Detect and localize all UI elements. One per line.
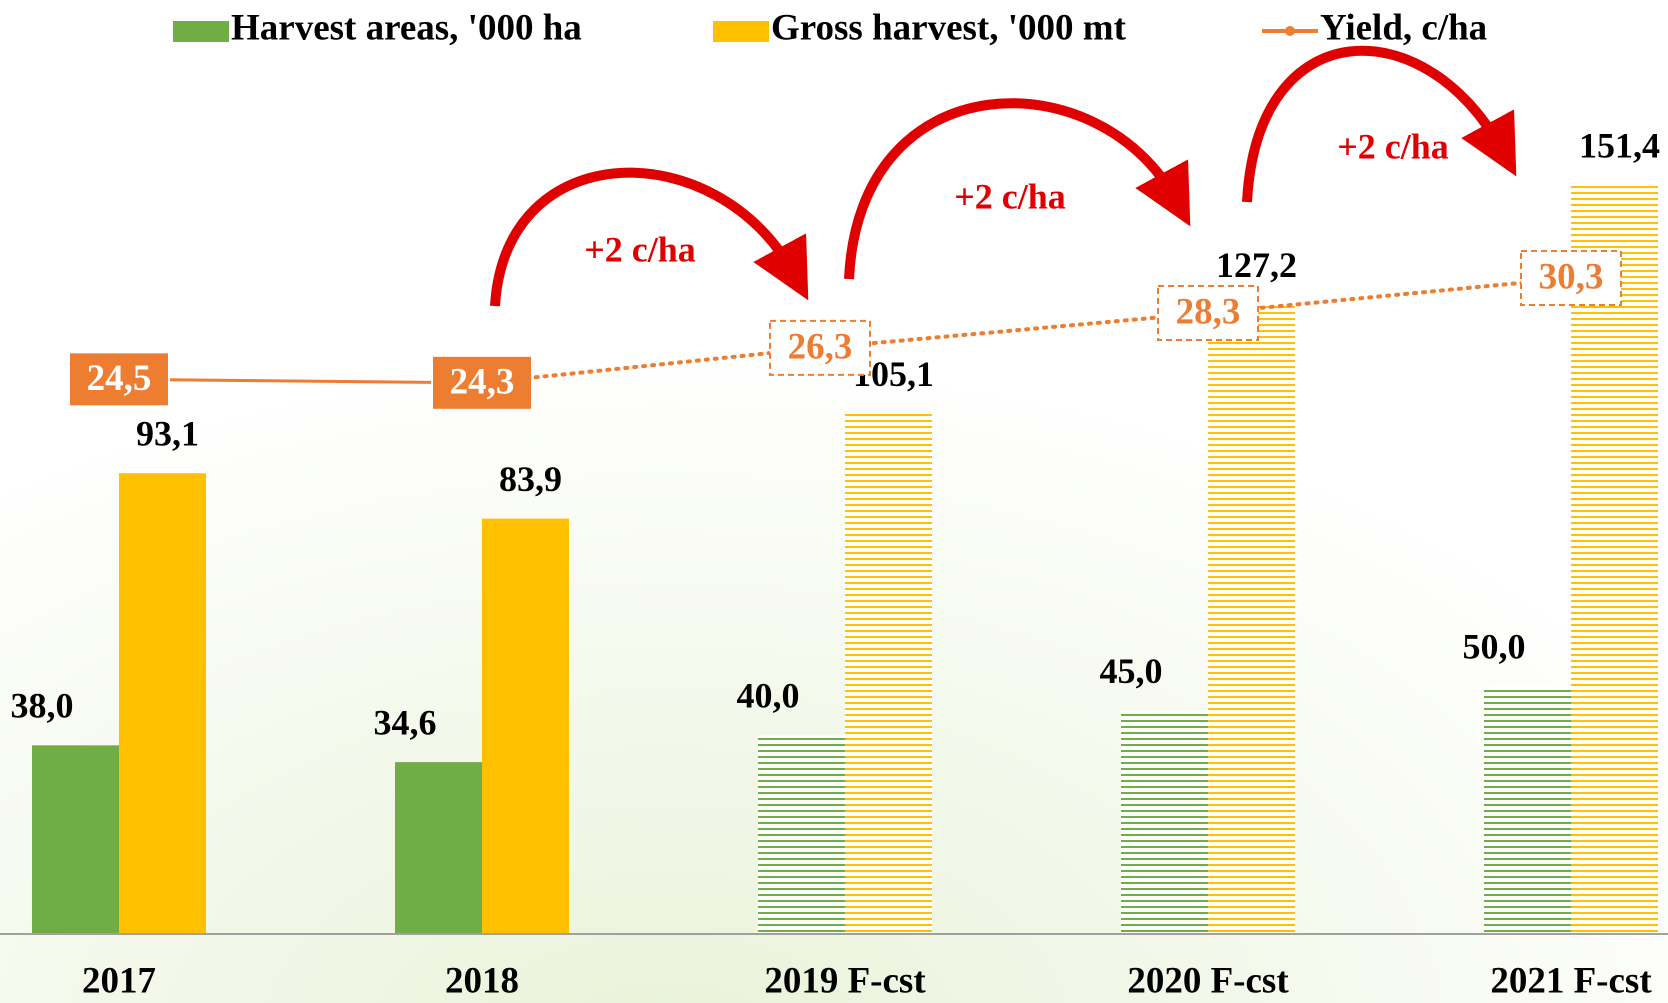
legend-swatch	[713, 21, 769, 42]
yield-label: 30,3	[1539, 257, 1604, 298]
annotation-arrow	[844, 98, 1191, 280]
bar	[482, 518, 569, 933]
data-label: 40,0	[737, 676, 800, 716]
yield-label: 24,3	[450, 361, 515, 402]
bar	[1208, 304, 1295, 934]
yield-label-box	[769, 319, 871, 376]
yield-label-box	[1157, 284, 1259, 341]
legend-marker	[1285, 26, 1295, 36]
yield-label: 24,5	[87, 358, 152, 399]
data-label: 127,2	[1216, 245, 1297, 285]
data-label: 50,0	[1463, 626, 1526, 666]
yield-label-box	[1520, 250, 1622, 307]
legend-swatch	[173, 21, 229, 42]
x-tick-label: 2021 F-cst	[1490, 960, 1652, 1001]
annotation-arrow	[490, 167, 809, 307]
data-label: 34,6	[374, 702, 437, 742]
yield-label: 28,3	[1176, 291, 1241, 332]
yield-line	[818, 310, 1210, 350]
legend-label: Harvest areas, '000 ha	[231, 7, 582, 48]
yield-label-box	[431, 354, 533, 411]
data-label: 83,9	[499, 459, 562, 499]
data-label: 93,1	[136, 413, 199, 453]
yield-line	[117, 377, 484, 385]
yield-label-box	[68, 351, 170, 408]
bar	[1484, 686, 1571, 933]
yield-line	[1206, 276, 1573, 315]
annotation: +2 c/ha	[584, 229, 696, 269]
annotation: +2 c/ha	[954, 176, 1066, 216]
legend-label: Gross harvest, '000 mt	[771, 7, 1127, 48]
bar	[1121, 710, 1208, 933]
x-tick-label: 2019 F-cst	[764, 960, 926, 1001]
data-label: 151,4	[1579, 126, 1660, 166]
x-tick-label: 2020 F-cst	[1127, 960, 1289, 1001]
data-label: 38,0	[11, 686, 74, 726]
bar	[119, 473, 206, 933]
yield-line	[480, 345, 822, 385]
data-label: 45,0	[1100, 651, 1163, 691]
bar	[845, 413, 932, 933]
x-tick-label: 2017	[82, 960, 156, 1001]
bar	[1571, 185, 1658, 934]
bar	[758, 735, 845, 933]
annotation-arrow	[1242, 45, 1517, 203]
bar	[32, 745, 119, 933]
yield-label: 26,3	[788, 326, 853, 367]
annotation: +2 c/ha	[1337, 126, 1449, 166]
legend-label: Yield, c/ha	[1320, 7, 1487, 48]
x-tick-label: 2018	[445, 960, 519, 1001]
bar	[395, 762, 482, 933]
